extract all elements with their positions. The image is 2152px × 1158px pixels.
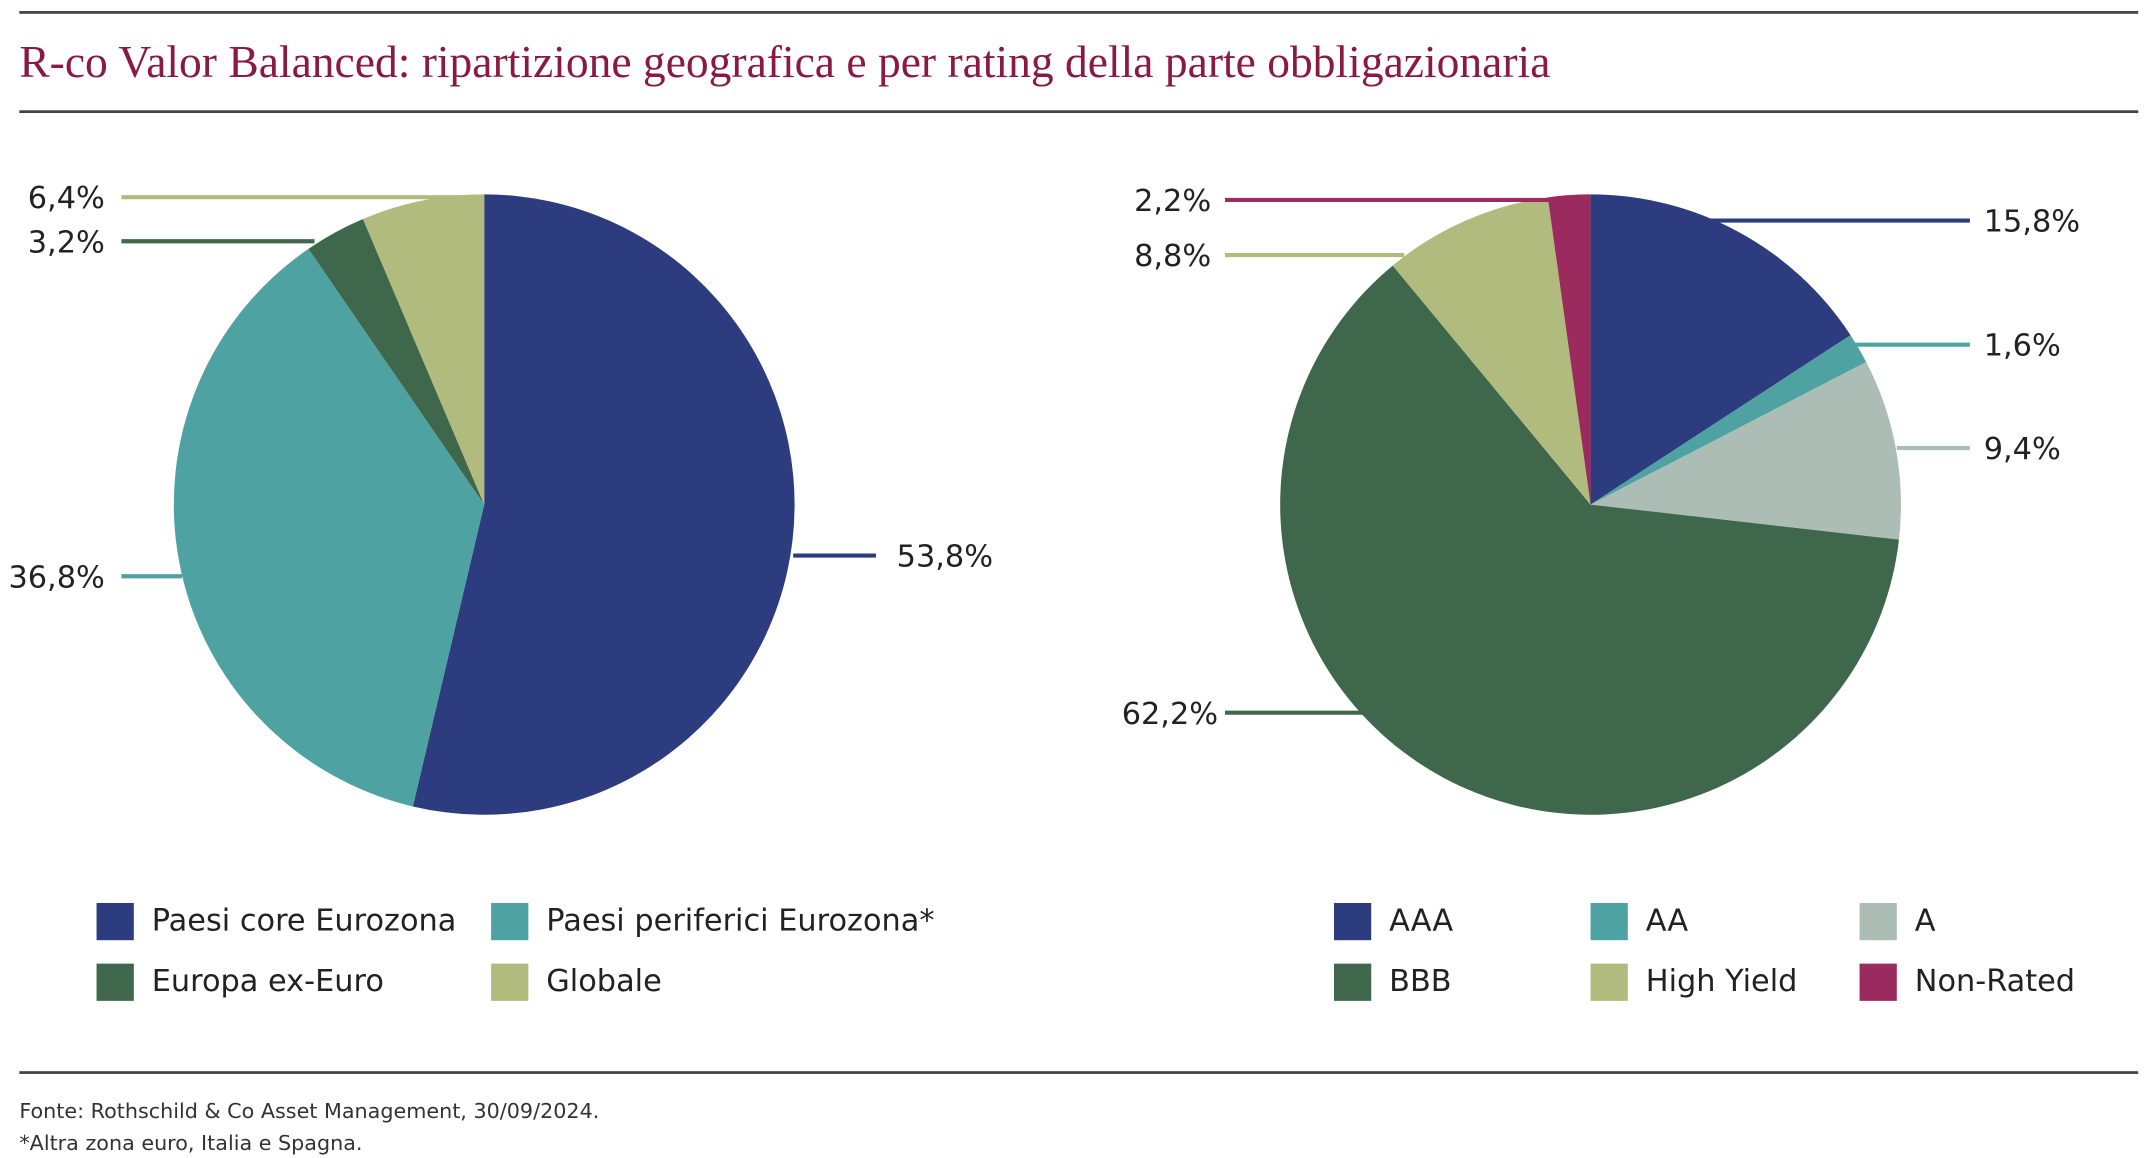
legend-swatch (1590, 902, 1628, 941)
legend-item: AA (1590, 902, 1689, 941)
legend-label: Paesi periferici Eurozona* (546, 904, 935, 939)
pie-slice-1-3 (1280, 265, 1899, 815)
data-label: 62,2% (1122, 697, 1218, 732)
data-label: 2,2% (1134, 184, 1211, 219)
data-label: 3,2% (28, 225, 105, 260)
legend-swatch (1333, 963, 1372, 1001)
pie-charts: 53,8% 36,8% 3,2% 6,4% 15,8% 1,6% 9,4% 62,2% 8,8%… (8, 181, 2080, 815)
legend-item: A (1859, 902, 1936, 941)
legend-label: Non-Rated (1914, 965, 2076, 1000)
legend-item: Paesi core Eurozona (96, 902, 457, 941)
legend-item: Europa ex-Euro (96, 963, 384, 1001)
title-rule (19, 110, 2139, 114)
data-label: 53,8% (897, 540, 993, 575)
legend-label: High Yield (1645, 965, 1798, 1000)
source-note: Fonte: Rothschild & Co Asset Management,… (19, 1098, 600, 1124)
footnote: *Altra zona euro, Italia e Spagna. (19, 1130, 363, 1156)
legend-label: Europa ex-Euro (151, 965, 384, 1000)
legend-item: Paesi periferici Eurozona* (491, 902, 935, 941)
chart-title: R-co Valor Balanced: ripartizione geogra… (19, 38, 1551, 89)
legend-swatch (1859, 902, 1897, 941)
data-label: 6,4% (28, 181, 105, 216)
pie-slice-0-0 (412, 194, 795, 815)
pie-slice-0-1 (173, 248, 485, 807)
pie-slice-1-2 (1590, 362, 1901, 540)
legend-item: AAA (1333, 902, 1454, 941)
legend-label: A (1914, 904, 1936, 939)
legend-swatch (1859, 963, 1897, 1001)
pie-slice-0-2 (308, 219, 485, 505)
legend-label: AA (1645, 904, 1689, 939)
data-label: 36,8% (8, 560, 104, 595)
pie-slice-1-4 (1392, 197, 1591, 505)
pie-slice-1-1 (1590, 335, 1867, 505)
pie-slice-0-3 (362, 194, 485, 505)
legend-label: BBB (1389, 965, 1452, 1000)
legend-swatch (96, 902, 134, 941)
legend-label: AAA (1389, 904, 1454, 939)
data-label: 8,8% (1134, 239, 1211, 274)
footer-rule (19, 1071, 2139, 1074)
data-label: 15,8% (1984, 205, 2080, 240)
legend-swatch (491, 902, 529, 941)
legend-item: BBB (1333, 963, 1452, 1001)
legend-swatch (1590, 963, 1628, 1001)
legend-swatch (491, 963, 529, 1001)
legend-swatch (96, 963, 134, 1001)
data-label: 9,4% (1984, 432, 2061, 467)
legend-label: Paesi core Eurozona (151, 904, 457, 939)
legend-item: High Yield (1590, 963, 1798, 1001)
top-rule (19, 11, 2139, 14)
legend-item: Globale (491, 963, 662, 1001)
pie-slice-1-0 (1590, 194, 1851, 505)
legend-label: Globale (546, 965, 662, 1000)
legend-swatch (1333, 902, 1372, 941)
pie-slice-1-5 (1547, 194, 1591, 505)
data-label: 1,6% (1984, 329, 2061, 364)
legend-item: Non-Rated (1859, 963, 2076, 1001)
